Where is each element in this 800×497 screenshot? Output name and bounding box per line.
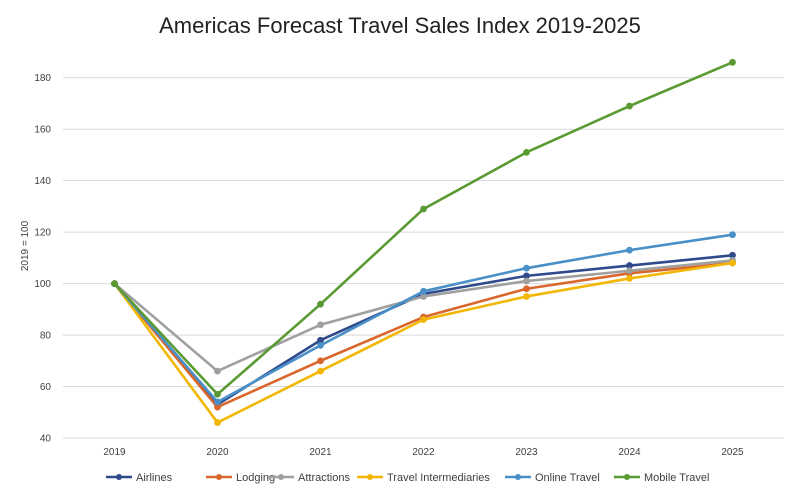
series-mobile-travel bbox=[111, 58, 736, 398]
y-tick-label: 40 bbox=[40, 434, 52, 445]
y-tick-label: 180 bbox=[34, 73, 51, 84]
legend-marker bbox=[216, 474, 222, 480]
data-point bbox=[729, 58, 736, 66]
data-point bbox=[317, 357, 324, 365]
legend-marker bbox=[278, 474, 284, 480]
data-point bbox=[420, 205, 427, 213]
data-point bbox=[214, 419, 221, 426]
data-point bbox=[317, 367, 324, 375]
x-tick-label: 2022 bbox=[412, 447, 435, 458]
data-point bbox=[317, 300, 324, 308]
data-point bbox=[523, 285, 530, 293]
data-point bbox=[626, 246, 633, 254]
legend-item-airlines: Airlines bbox=[106, 472, 173, 484]
data-point bbox=[111, 280, 118, 288]
legend-label: Travel Intermediaries bbox=[387, 472, 490, 484]
y-tick-label: 140 bbox=[34, 176, 51, 187]
data-point bbox=[729, 259, 736, 267]
gridlines bbox=[63, 77, 784, 439]
x-tick-labels: 2019 2020 2021 2022 2023 2024 2025 bbox=[103, 447, 744, 458]
x-tick-label: 2024 bbox=[618, 447, 641, 458]
y-tick-label: 80 bbox=[40, 331, 52, 342]
x-tick-label: 2020 bbox=[206, 447, 229, 458]
legend-item-lodging: Lodging bbox=[206, 472, 275, 484]
x-tick-label: 2023 bbox=[515, 447, 538, 458]
x-tick-label: 2019 bbox=[103, 447, 126, 458]
data-point bbox=[523, 277, 530, 285]
legend-item-online-travel: Online Travel bbox=[505, 472, 600, 484]
series-line-travel-intermediaries bbox=[113, 261, 734, 424]
data-point bbox=[214, 367, 221, 375]
data-point bbox=[523, 293, 530, 300]
legend-marker bbox=[367, 474, 373, 480]
series-line-mobile-travel bbox=[113, 60, 734, 396]
x-tick-label: 2021 bbox=[309, 447, 332, 458]
y-tick-label: 120 bbox=[34, 228, 51, 239]
legend-label: Attractions bbox=[298, 472, 350, 484]
data-point bbox=[317, 321, 324, 329]
data-point bbox=[626, 275, 633, 282]
legend-marker bbox=[515, 474, 521, 480]
data-point bbox=[729, 231, 736, 239]
legend-label: Lodging bbox=[236, 472, 275, 484]
data-point bbox=[523, 148, 530, 156]
legend: Airlines Lodging Attractions Travel Interme… bbox=[106, 472, 709, 484]
legend-label: Online Travel bbox=[535, 472, 600, 484]
y-tick-label: 100 bbox=[34, 279, 51, 290]
data-point bbox=[317, 341, 324, 349]
data-point bbox=[214, 390, 221, 398]
y-tick-label: 160 bbox=[34, 125, 51, 136]
legend-marker bbox=[116, 474, 122, 480]
y-tick-label: 60 bbox=[40, 382, 52, 393]
legend-marker bbox=[624, 474, 630, 480]
y-tick-labels: 40 60 80 100 120 140 160 180 bbox=[34, 73, 51, 444]
legend-item-mobile-travel: Mobile Travel bbox=[614, 472, 709, 484]
data-point bbox=[523, 264, 530, 272]
data-point bbox=[626, 102, 633, 110]
legend-item-attractions: Attractions bbox=[268, 472, 350, 484]
legend-label: Mobile Travel bbox=[644, 472, 709, 484]
chart-title: Americas Forecast Travel Sales Index 201… bbox=[159, 13, 641, 38]
series-online-travel bbox=[111, 231, 736, 406]
data-point bbox=[420, 316, 427, 324]
legend-label: Airlines bbox=[136, 472, 173, 484]
legend-item-travel-intermediaries: Travel Intermediaries bbox=[357, 472, 490, 484]
x-tick-label: 2025 bbox=[721, 447, 744, 458]
series-lines bbox=[111, 58, 736, 426]
data-point bbox=[420, 287, 427, 295]
y-axis-title: 2019 = 100 bbox=[20, 220, 31, 271]
data-point bbox=[626, 267, 633, 275]
series-travel-intermediaries bbox=[111, 259, 736, 426]
data-point bbox=[214, 398, 221, 406]
